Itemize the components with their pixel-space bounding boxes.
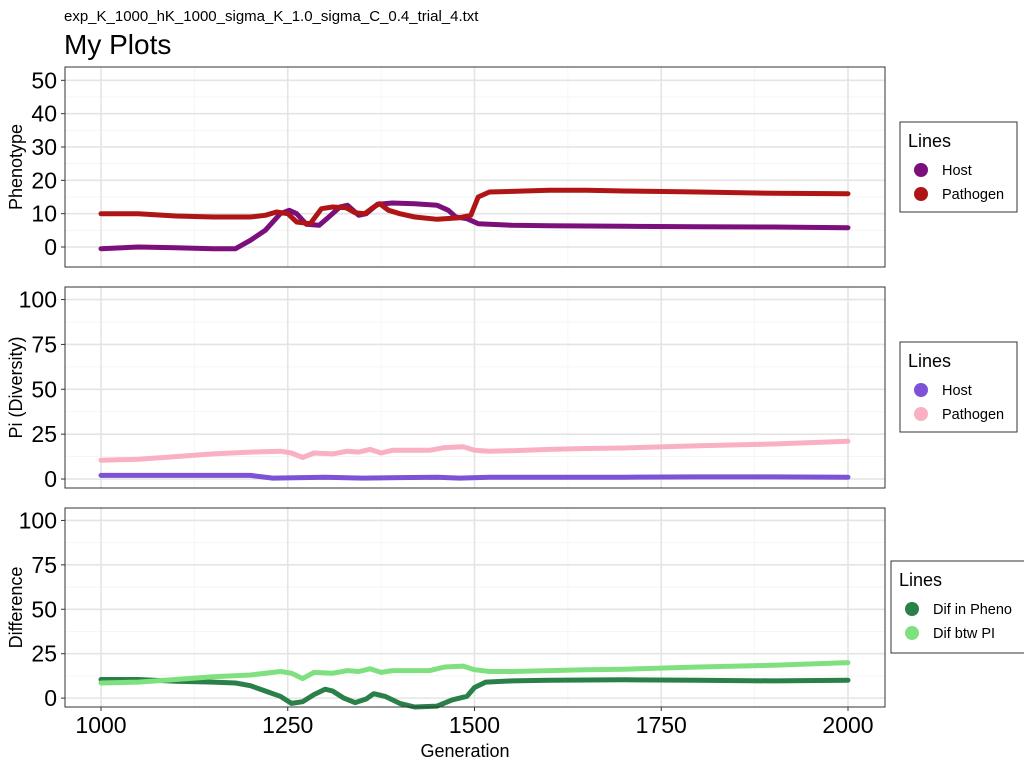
panel-diversity: 0 25 50 75 100 Pi (Diversity) Lines Host Pathoge… xyxy=(6,286,1018,492)
y-tick-label: 0 xyxy=(44,234,57,260)
legend-swatch-host xyxy=(914,383,928,397)
legend-label-host: Host xyxy=(942,163,972,179)
y-tick-label: 0 xyxy=(44,685,57,711)
y-axis-label: Phenotype xyxy=(6,124,26,210)
legend-swatch-pathogen xyxy=(914,187,928,201)
y-tick-label: 25 xyxy=(31,421,57,447)
chart-title: My Plots xyxy=(64,29,171,60)
series-line-dif-btw-pi xyxy=(98,660,851,686)
x-tick-label: 1750 xyxy=(636,712,687,738)
panel-difference: 0 25 50 75 100 Difference 1000 1250 1500 1750 2000… xyxy=(6,507,1024,761)
legend-swatch-host xyxy=(914,163,928,177)
legend-difference: Lines Dif in Pheno Dif btw PI xyxy=(890,560,1024,654)
y-tick-label: 50 xyxy=(31,67,57,93)
y-tick-label: 75 xyxy=(31,331,57,357)
panel-border xyxy=(64,286,886,489)
legend-label-pathogen: Pathogen xyxy=(942,407,1004,423)
x-tick-label: 1500 xyxy=(449,712,500,738)
y-tick-label: 40 xyxy=(31,101,57,127)
x-axis-label: Generation xyxy=(420,741,509,761)
legend-diversity: Lines Host Pathogen xyxy=(899,341,1018,433)
x-tick-label: 2000 xyxy=(822,712,873,738)
legend-label-dif-btw-pi: Dif btw PI xyxy=(933,626,995,642)
y-tick-label: 75 xyxy=(31,552,57,578)
series-line-pathogen xyxy=(98,438,851,463)
y-tick-label: 50 xyxy=(31,376,57,402)
legend-label-dif-in-pheno: Dif in Pheno xyxy=(933,602,1012,618)
y-tick-label: 50 xyxy=(31,596,57,622)
y-axis-label: Difference xyxy=(6,567,26,649)
x-tick-label: 1000 xyxy=(75,712,126,738)
chart-subtitle: exp_K_1000_hK_1000_sigma_K_1.0_sigma_C_0… xyxy=(64,8,479,25)
legend-swatch-dif-btw-pi xyxy=(905,626,919,640)
series-line-host xyxy=(98,472,851,481)
legend-title: Lines xyxy=(908,131,951,151)
y-axis-label: Pi (Diversity) xyxy=(6,337,26,439)
x-tick-label: 1250 xyxy=(262,712,313,738)
y-tick-label: 10 xyxy=(31,201,57,227)
legend-phenotype: Lines Host Pathogen xyxy=(899,121,1018,213)
y-tick-label: 0 xyxy=(44,466,57,492)
legend-title: Lines xyxy=(908,351,951,371)
series-line-pathogen xyxy=(98,187,851,227)
y-tick-label: 20 xyxy=(31,167,57,193)
legend-title: Lines xyxy=(899,570,942,590)
panel-phenotype: 0 10 20 30 40 50 Phenotype Lines Host Pathogen xyxy=(6,66,1018,268)
y-tick-label: 100 xyxy=(19,507,57,533)
legend-label-host: Host xyxy=(942,383,972,399)
y-tick-label: 30 xyxy=(31,134,57,160)
y-tick-label: 100 xyxy=(19,287,57,313)
panel-border xyxy=(64,66,886,268)
series-line-dif-in-pheno xyxy=(98,677,851,710)
legend-swatch-dif-in-pheno xyxy=(905,602,919,616)
legend-swatch-pathogen xyxy=(914,407,928,421)
legend-label-pathogen: Pathogen xyxy=(942,187,1004,203)
y-tick-label: 25 xyxy=(31,641,57,667)
